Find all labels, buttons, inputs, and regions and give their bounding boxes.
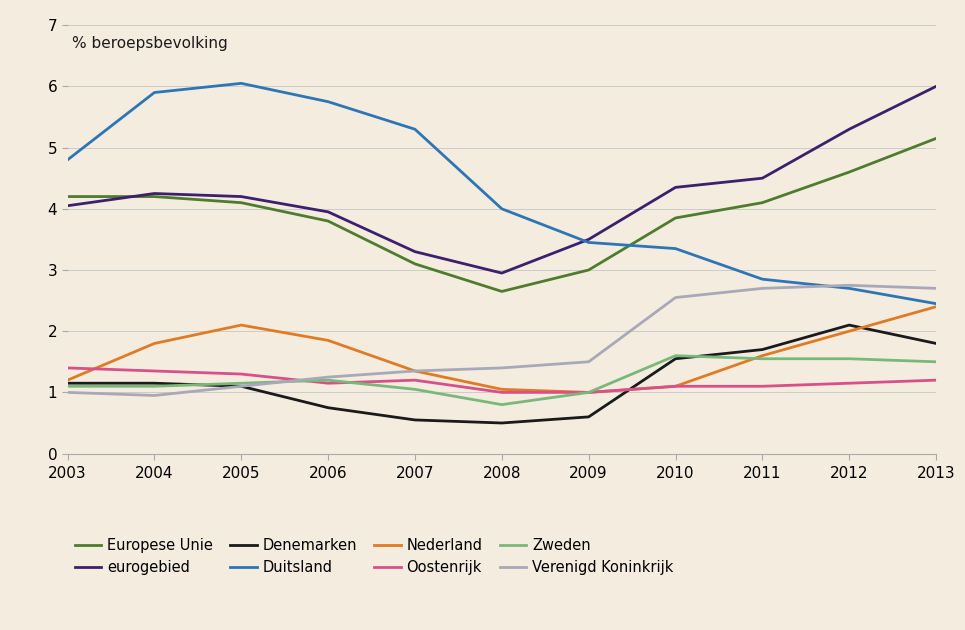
Text: % beroepsbevolking: % beroepsbevolking bbox=[71, 36, 228, 51]
Legend: Europese Unie, eurogebied, Denemarken, Duitsland, Nederland, Oostenrijk, Zweden,: Europese Unie, eurogebied, Denemarken, D… bbox=[75, 538, 674, 575]
